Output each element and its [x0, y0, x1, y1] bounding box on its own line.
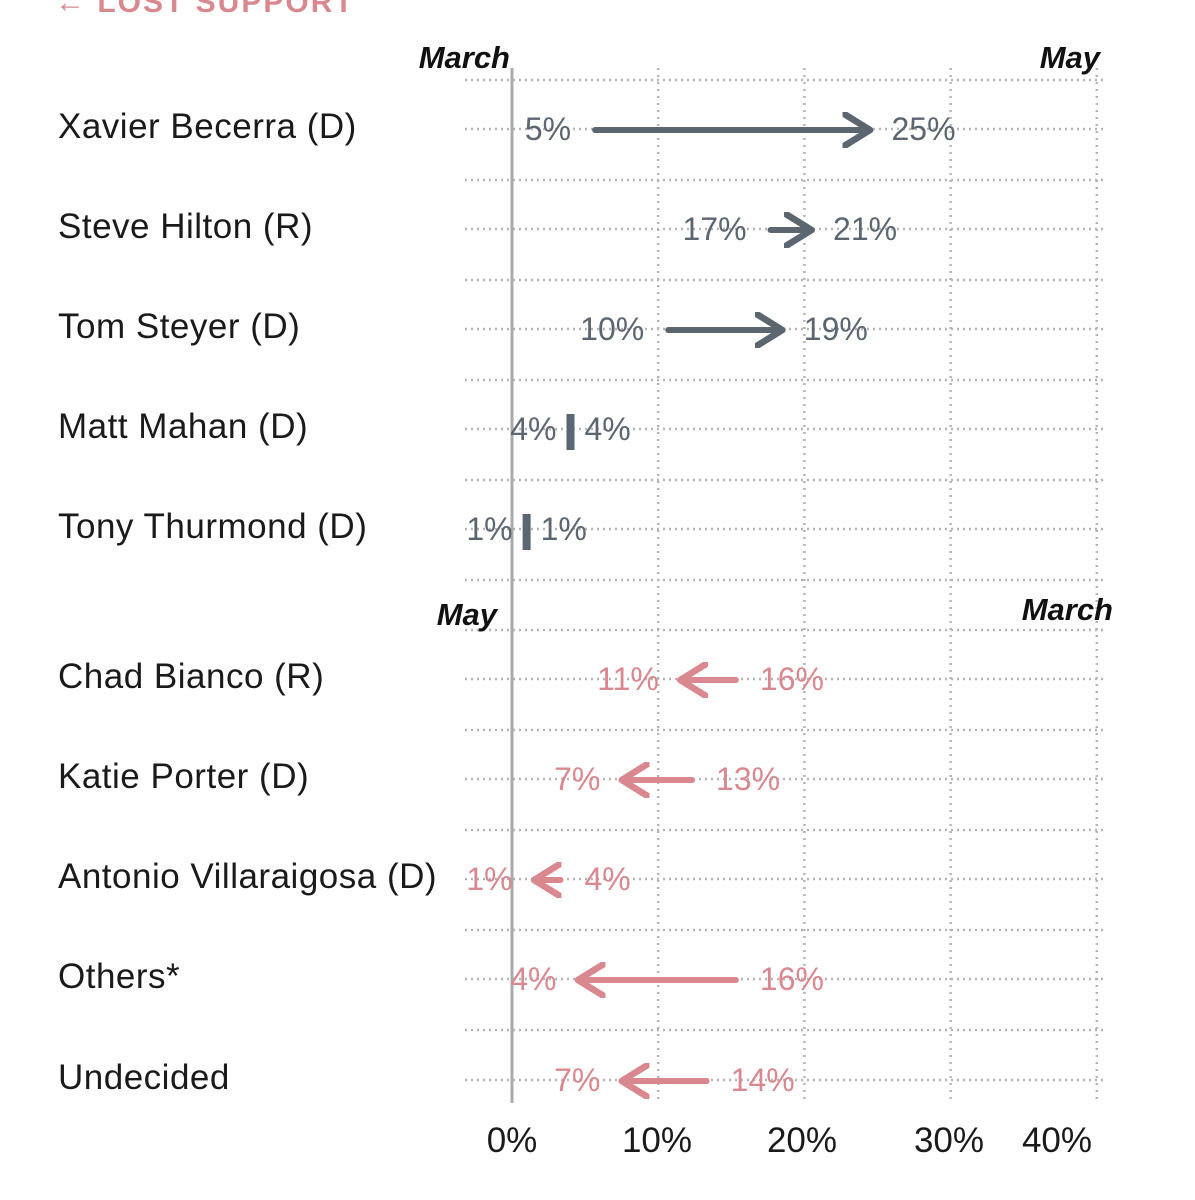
row: Xavier Becerra (D) 5% 25% — [58, 107, 956, 147]
row-label: Steve Hilton (R) — [58, 207, 313, 246]
group-header-right: May — [1040, 40, 1102, 75]
value-label-may: 4% — [510, 961, 556, 997]
rows: Xavier Becerra (D) 5% 25% Steve Hilton (R) 1… — [58, 107, 956, 1098]
row: Undecided 14% 7% — [58, 1058, 795, 1098]
value-label-march: 4% — [510, 411, 556, 447]
row-label: Tom Steyer (D) — [58, 307, 300, 346]
x-tick-label: 40% — [1022, 1121, 1092, 1160]
group-header-left: March — [419, 40, 510, 75]
value-label-may: 21% — [833, 211, 897, 247]
row-label: Matt Mahan (D) — [58, 407, 308, 446]
value-label-march: 1% — [466, 511, 512, 547]
group-header-right: March — [1022, 592, 1113, 627]
value-label-may: 7% — [554, 761, 600, 797]
x-tick-label: 0% — [487, 1121, 538, 1160]
value-label-march: 4% — [584, 861, 630, 897]
value-label-may: 4% — [584, 411, 630, 447]
value-label-may: 11% — [597, 661, 659, 697]
value-label-march: 5% — [525, 111, 571, 147]
row-label: Undecided — [58, 1058, 230, 1097]
row: Katie Porter (D) 13% 7% — [58, 757, 780, 797]
row: Antonio Villaraigosa (D) 4% 1% — [58, 857, 631, 897]
value-label-may: 25% — [892, 111, 956, 147]
row: Steve Hilton (R) 17% 21% — [58, 207, 897, 247]
grid — [465, 68, 1107, 1103]
row-label: Tony Thurmond (D) — [58, 507, 367, 546]
x-tick-label: 20% — [767, 1121, 837, 1160]
row-label: Chad Bianco (R) — [58, 657, 324, 696]
value-label-may: 1% — [466, 861, 512, 897]
group-headers: March May May March — [419, 40, 1113, 632]
value-label-march: 10% — [580, 311, 644, 347]
value-label-march: 16% — [760, 661, 824, 697]
x-axis: 0% 10% 20% 30% 40% — [487, 1121, 1092, 1160]
value-label-may: 7% — [554, 1062, 600, 1098]
value-label-may: 19% — [804, 311, 868, 347]
value-label-march: 13% — [716, 761, 780, 797]
section-label: ← LOST SUPPORT — [55, 0, 355, 19]
row-label: Antonio Villaraigosa (D) — [58, 857, 437, 896]
row-label: Xavier Becerra (D) — [58, 107, 357, 146]
row: Others* 16% 4% — [58, 957, 824, 997]
x-tick-label: 30% — [914, 1121, 984, 1160]
row: Matt Mahan (D) 4% 4% — [58, 407, 631, 450]
group-header-left: May — [437, 597, 499, 632]
value-label-may: 1% — [541, 511, 587, 547]
x-tick-label: 10% — [622, 1121, 692, 1160]
row-label: Katie Porter (D) — [58, 757, 309, 796]
value-label-march: 14% — [731, 1062, 795, 1098]
value-label-march: 17% — [682, 211, 746, 247]
value-label-march: 16% — [760, 961, 824, 997]
row: Tom Steyer (D) 10% 19% — [58, 307, 868, 347]
row-label: Others* — [58, 957, 180, 996]
row: Tony Thurmond (D) 1% 1% — [58, 507, 587, 550]
row: Chad Bianco (R) 16% 11% — [58, 657, 824, 697]
